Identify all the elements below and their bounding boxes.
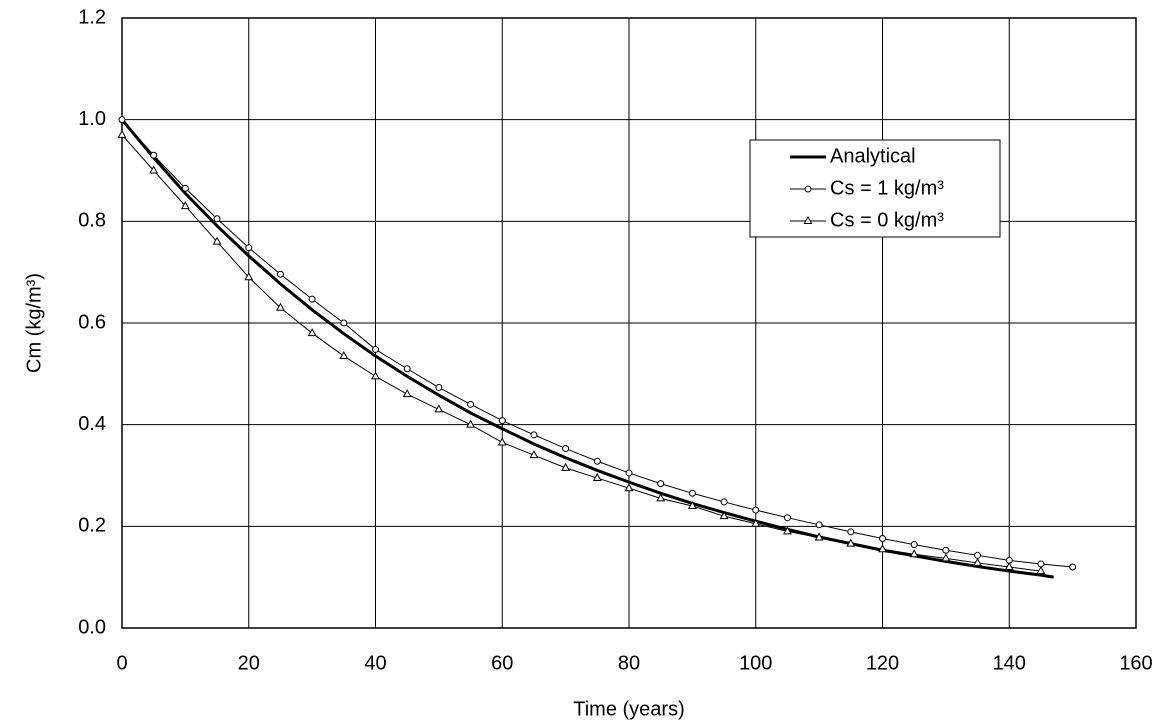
point [276,270,284,278]
legend-label: Cs = 1 kg/m³ [830,177,944,199]
x-tick-label: 20 [238,652,260,674]
y-tick-label: 1.0 [78,108,106,130]
point [783,514,791,522]
point [308,295,316,303]
point [974,551,982,559]
point [529,450,539,459]
point [973,557,983,566]
point [180,201,190,210]
point [1036,566,1046,575]
point [212,236,222,245]
point [402,389,412,398]
point [878,544,887,553]
point [340,319,348,327]
point [846,538,856,547]
point [245,244,253,252]
legend-marker [803,215,813,224]
plot-border [121,17,1137,629]
point [275,302,285,311]
point [213,215,221,223]
point [150,151,158,159]
point [371,371,380,380]
y-tick-label: 0.6 [78,311,106,333]
point [435,384,443,392]
point [909,549,919,558]
point [307,328,317,337]
y-tick-label: 0.8 [78,210,106,232]
point [782,526,792,535]
point [1069,563,1077,571]
x-axis-label: Time (years) [573,698,684,720]
point [372,345,379,353]
x-tick-label: 140 [993,652,1026,674]
point [815,521,823,529]
point [467,400,475,408]
point [181,184,189,192]
point [466,419,476,428]
y-tick-label: 0.2 [78,515,106,537]
point [657,480,665,488]
point [752,506,760,514]
point [244,272,254,281]
point [847,528,855,536]
legend-marker [804,185,812,193]
point [656,493,666,502]
point [149,165,159,174]
point [592,473,602,482]
point [719,511,729,520]
legend-label: Cs = 0 kg/m³ [830,209,944,231]
y-tick-label: 0.4 [78,413,106,435]
x-tick-label: 40 [364,652,386,674]
point [814,532,824,541]
point [339,351,349,360]
x-tick-label: 100 [739,652,772,674]
point [434,404,444,413]
point [625,469,633,477]
x-tick-label: 60 [491,652,513,674]
point [593,457,601,465]
point [942,546,950,554]
point [1004,561,1014,570]
x-tick-label: 0 [116,652,127,674]
x-tick-label: 80 [618,652,640,674]
x-tick-label: 160 [1119,652,1152,674]
series-line [121,134,1042,572]
point [561,462,571,471]
point [910,541,918,549]
point [751,518,761,527]
y-tick-label: 1.2 [78,6,106,28]
x-tick-label: 120 [866,652,899,674]
point [941,553,951,562]
y-axis-label: Cm (kg/m³) [23,273,45,373]
point [403,365,411,373]
y-tick-label: 0.0 [78,616,106,638]
point [879,535,886,543]
point [530,431,538,439]
point [497,437,507,446]
point [624,483,634,492]
legend-label: Analytical [830,145,916,167]
point [118,116,126,124]
point [720,498,728,506]
point [562,445,570,453]
point [688,489,696,497]
point [687,500,697,509]
point [117,129,127,138]
point [498,417,506,425]
